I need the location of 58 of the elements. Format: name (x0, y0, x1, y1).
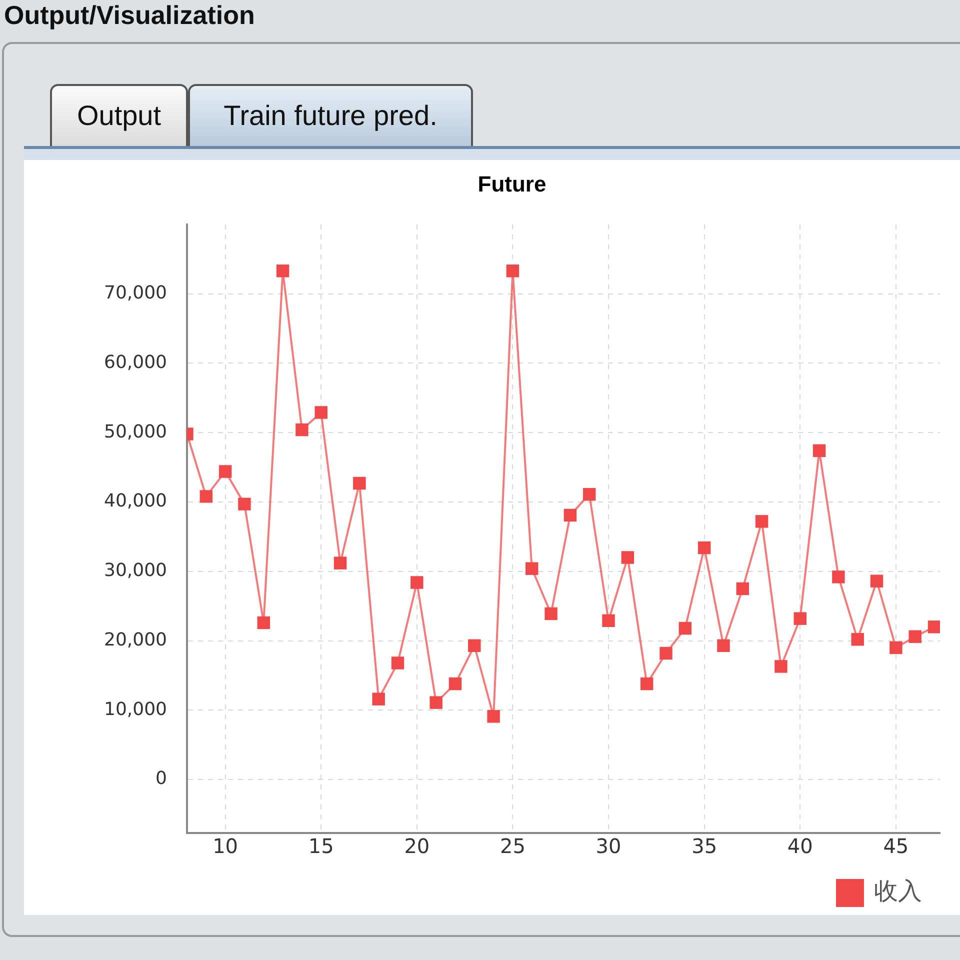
point (487, 710, 500, 723)
point (334, 556, 347, 570)
point (851, 633, 864, 646)
x-tick-label: 25 (500, 834, 526, 858)
x-tick-label: 45 (883, 834, 909, 858)
point (582, 488, 596, 501)
point (372, 692, 385, 706)
point (774, 660, 788, 673)
y-tick-label: 30,000 (104, 560, 167, 582)
y-tick-label: 0 (156, 768, 167, 790)
point (526, 562, 538, 575)
chart-title: Future (478, 171, 546, 196)
point (832, 570, 845, 584)
point (506, 264, 520, 278)
point (928, 620, 940, 634)
x-tick-label: 35 (692, 834, 718, 858)
y-tick-label: 70,000 (104, 282, 167, 304)
x-tick-label: 10 (212, 834, 238, 858)
point (544, 607, 558, 620)
point (353, 476, 366, 490)
point (218, 465, 232, 478)
x-tick-label: 40 (787, 834, 813, 858)
y-tick-label: 50,000 (104, 421, 167, 442)
y-tick-label: 20,000 (104, 629, 167, 650)
point (602, 614, 615, 628)
legend-label: 收入 (874, 877, 922, 906)
point (640, 677, 654, 690)
y-tick-label: 10,000 (104, 698, 167, 720)
point (238, 498, 251, 510)
point (660, 646, 672, 660)
point (314, 406, 328, 419)
point (391, 656, 404, 670)
point (908, 630, 922, 643)
point (736, 582, 750, 596)
text: Output/Visualization (4, 0, 255, 31)
x-tick-label: 20 (404, 834, 430, 858)
x-tick-label: 30 (596, 834, 622, 858)
point (870, 574, 884, 588)
y-tick-label: 60,000 (104, 352, 167, 373)
point (890, 641, 902, 654)
point (468, 639, 481, 652)
point (564, 508, 577, 522)
x-tick-label: 15 (308, 834, 334, 858)
point (448, 677, 462, 690)
point (430, 696, 442, 709)
point (755, 515, 768, 528)
point (812, 444, 826, 457)
y-tick-label: 40,000 (104, 490, 167, 512)
point (410, 576, 424, 589)
point (200, 490, 213, 503)
point (698, 541, 711, 554)
point (296, 423, 308, 436)
point (717, 639, 730, 652)
point (678, 622, 692, 635)
point (794, 612, 806, 625)
point (276, 264, 290, 278)
point (257, 616, 270, 630)
point (621, 551, 634, 564)
